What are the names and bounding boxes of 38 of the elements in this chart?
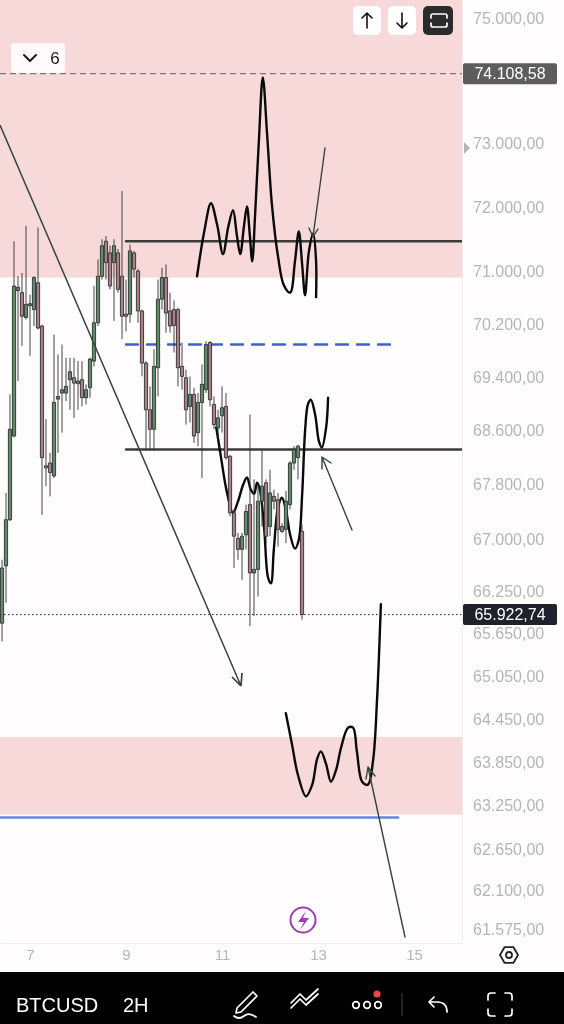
line-series [195,76,319,299]
ref-line-label: 65.922,74 [474,606,546,624]
text: BTCUSD [16,994,99,1016]
x-tick-label: 7 [26,945,35,963]
candlestick [119,190,125,340]
candlestick [111,238,117,322]
candlestick [163,264,169,334]
y-tick-label: 66.250,00 [473,583,545,601]
y-tick-label: 65.650,00 [473,625,545,643]
x-tick-label: 9 [122,945,131,963]
line-series [215,396,330,585]
y-tick-label: 73.000,00 [473,134,545,152]
line-series [284,603,383,798]
x-tick-label: 13 [310,945,327,963]
candlestick [71,357,77,419]
candlestick [299,524,305,621]
x-tick-label: 11 [214,945,231,963]
y-tick-label: 67.000,00 [473,531,545,549]
x-tick-label: 15 [406,945,423,963]
y-tick-label: 63.850,00 [473,753,545,771]
y-tick-label: 62.100,00 [473,882,545,900]
y-tick-label: 72.000,00 [473,198,545,216]
y-tick-label: 65.050,00 [473,667,545,685]
ref-line-label: 74.108,58 [474,65,546,83]
y-tick-label: 70.200,00 [473,315,545,333]
annotation: 6 [50,49,60,68]
y-tick-label: 61.575,00 [473,921,545,939]
text: 2H [123,994,149,1016]
y-tick-label: 64.450,00 [473,710,545,728]
y-tick-label: 69.400,00 [473,368,545,386]
candlestick [79,360,85,407]
y-tick-label: 63.250,00 [473,797,545,815]
y-tick-label: 68.600,00 [473,422,545,440]
y-tick-label: 75.000,00 [473,10,545,28]
y-tick-label: 62.650,00 [473,841,545,859]
y-tick-label: 71.000,00 [473,263,545,281]
candlestick [275,492,281,548]
y-tick-label: 67.800,00 [473,476,545,494]
